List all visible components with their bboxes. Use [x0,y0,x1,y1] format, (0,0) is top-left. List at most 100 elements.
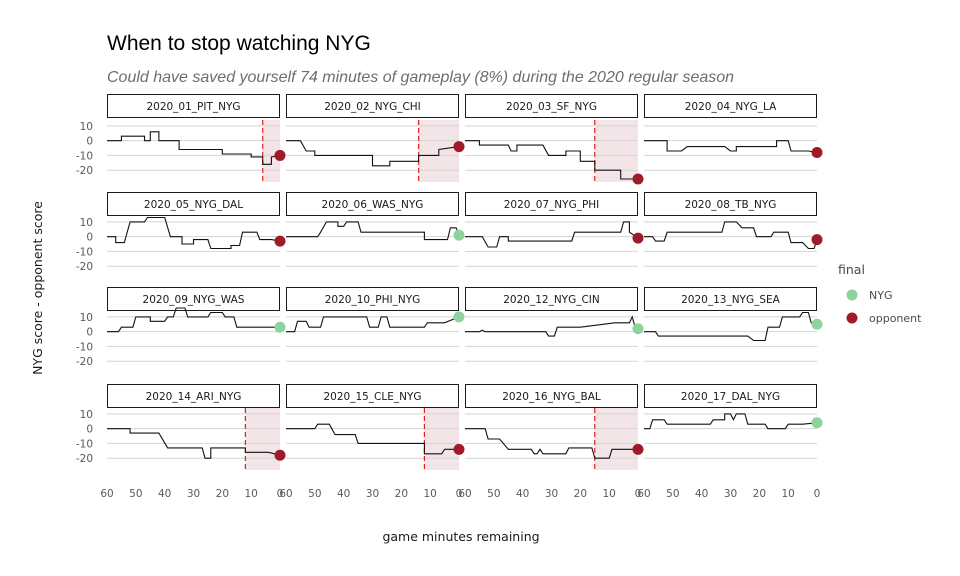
x-tick-label: 30 [366,488,379,500]
panel-strip-label: 2020_17_DAL_NYG [681,391,780,403]
y-axis-title: NYG score - opponent score [30,201,45,375]
panel-strip-label: 2020_15_CLE_NYG [323,391,421,403]
shaded-skip-region [594,120,638,182]
panel-2020_16_NYG_BAL: 2020_16_NYG_BAL [465,384,644,470]
panel-strip-label: 2020_03_SF_NYG [506,101,597,113]
panel-2020_10_PHI_NYG: 2020_10_PHI_NYG [286,287,465,362]
score-diff-line [107,307,280,333]
x-tick-label: 20 [395,488,408,500]
final-score-point [632,443,644,455]
shaded-skip-region [594,408,638,470]
panel-strip [107,94,280,118]
panel-strip [644,192,817,216]
x-tick-label: 50 [487,488,500,500]
x-tick-label: 20 [216,488,229,500]
panel-strip [286,192,459,216]
x-tick-label: 40 [695,488,708,500]
x-tick-label: 60 [637,488,650,500]
score-diff-line [107,216,281,250]
final-score-point [811,417,823,429]
panel-strip [107,192,280,216]
y-tick-label: 10 [80,217,93,229]
panel-strip-label: 2020_04_NYG_LA [685,101,777,113]
y-axis-ticks: 10 0 -10 -20 10 0 -10 -20 10 0 -10 -20 10 0 -10 -20 [76,121,93,465]
y-tick-label: -10 [76,341,93,353]
x-tick-label: 60 [458,488,471,500]
x-axis-title: game minutes remaining [382,529,539,544]
y-tick-label: 10 [80,409,93,421]
x-tick-label: 0 [456,488,463,500]
legend-opponent-label: opponent [869,312,922,325]
panel-strip [465,287,638,311]
x-tick-label: 50 [666,488,679,500]
x-tick-label: 40 [516,488,529,500]
x-tick-label: 30 [187,488,200,500]
panel-strip-label: 2020_12_NYG_CIN [503,294,600,306]
panel-strip [107,384,280,408]
x-tick-label: 40 [158,488,171,500]
panel-2020_03_SF_NYG: 2020_03_SF_NYG [465,94,644,185]
score-diff-line [644,140,818,154]
panel-strip-label: 2020_13_NYG_SEA [681,294,781,306]
chart-subtitle: Could have saved yourself 74 minutes of … [107,69,734,86]
y-tick-label: 0 [86,424,93,436]
panel-strip-label: 2020_10_PHI_NYG [325,294,421,306]
panel-strip-label: 2020_16_NYG_BAL [502,391,601,403]
score-diff-line [644,221,818,250]
facet-panels: 2020_01_PIT_NYG 2020_02_NYG_CHI 2020_03_SF… [107,94,823,470]
panel-strip-label: 2020_07_NYG_PHI [504,199,600,211]
legend-nyg-label: NYG [869,289,892,302]
score-diff-line [465,221,639,248]
x-tick-label: 40 [337,488,350,500]
final-score-point [632,232,644,244]
y-tick-label: 10 [80,312,93,324]
panel-2020_13_NYG_SEA: 2020_13_NYG_SEA [644,287,823,362]
x-tick-label: 20 [753,488,766,500]
panel-strip [107,287,280,311]
final-score-point [632,173,644,185]
legend-nyg-marker [846,289,858,301]
legend-title: final [838,262,865,277]
y-tick-label: 10 [80,121,93,133]
score-diff-line [286,316,460,333]
legend-opponent-marker [846,312,858,324]
chart-title: When to stop watching NYG [107,32,371,55]
panel-2020_15_CLE_NYG: 2020_15_CLE_NYG [286,384,465,470]
panel-strip [465,94,638,118]
y-tick-label: 0 [86,327,93,339]
y-tick-label: -20 [76,261,93,273]
y-tick-label: 0 [86,232,93,244]
x-tick-label: 60 [279,488,292,500]
x-tick-label: 60 [100,488,113,500]
final-score-point [811,234,823,246]
score-diff-line [465,428,638,459]
x-tick-label: 10 [602,488,615,500]
score-diff-line [465,140,638,180]
panel-2020_06_WAS_NYG: 2020_06_WAS_NYG [286,192,465,267]
final-score-point [453,229,465,241]
x-tick-label: 10 [423,488,436,500]
x-tick-label: 0 [277,488,284,500]
y-tick-label: -10 [76,246,93,258]
shaded-skip-region [262,120,280,182]
final-score-point [811,318,823,330]
panel-2020_05_NYG_DAL: 2020_05_NYG_DAL [107,192,286,267]
y-tick-label: -10 [76,150,93,162]
panel-2020_12_NYG_CIN: 2020_12_NYG_CIN [465,287,644,362]
panel-strip [286,287,459,311]
panel-strip-label: 2020_14_ARI_NYG [146,391,242,403]
x-tick-label: 0 [814,488,821,500]
panel-strip [286,384,459,408]
panel-strip [465,384,638,408]
legend: final NYG opponent [838,262,922,325]
x-tick-label: 30 [545,488,558,500]
x-tick-label: 30 [724,488,737,500]
final-score-point [632,323,644,335]
score-diff-line [644,311,818,342]
panel-strip-label: 2020_02_NYG_CHI [324,101,421,113]
panel-2020_04_NYG_LA: 2020_04_NYG_LA [644,94,823,171]
panel-strip [286,94,459,118]
y-tick-label: -10 [76,438,93,450]
final-score-point [274,149,286,161]
